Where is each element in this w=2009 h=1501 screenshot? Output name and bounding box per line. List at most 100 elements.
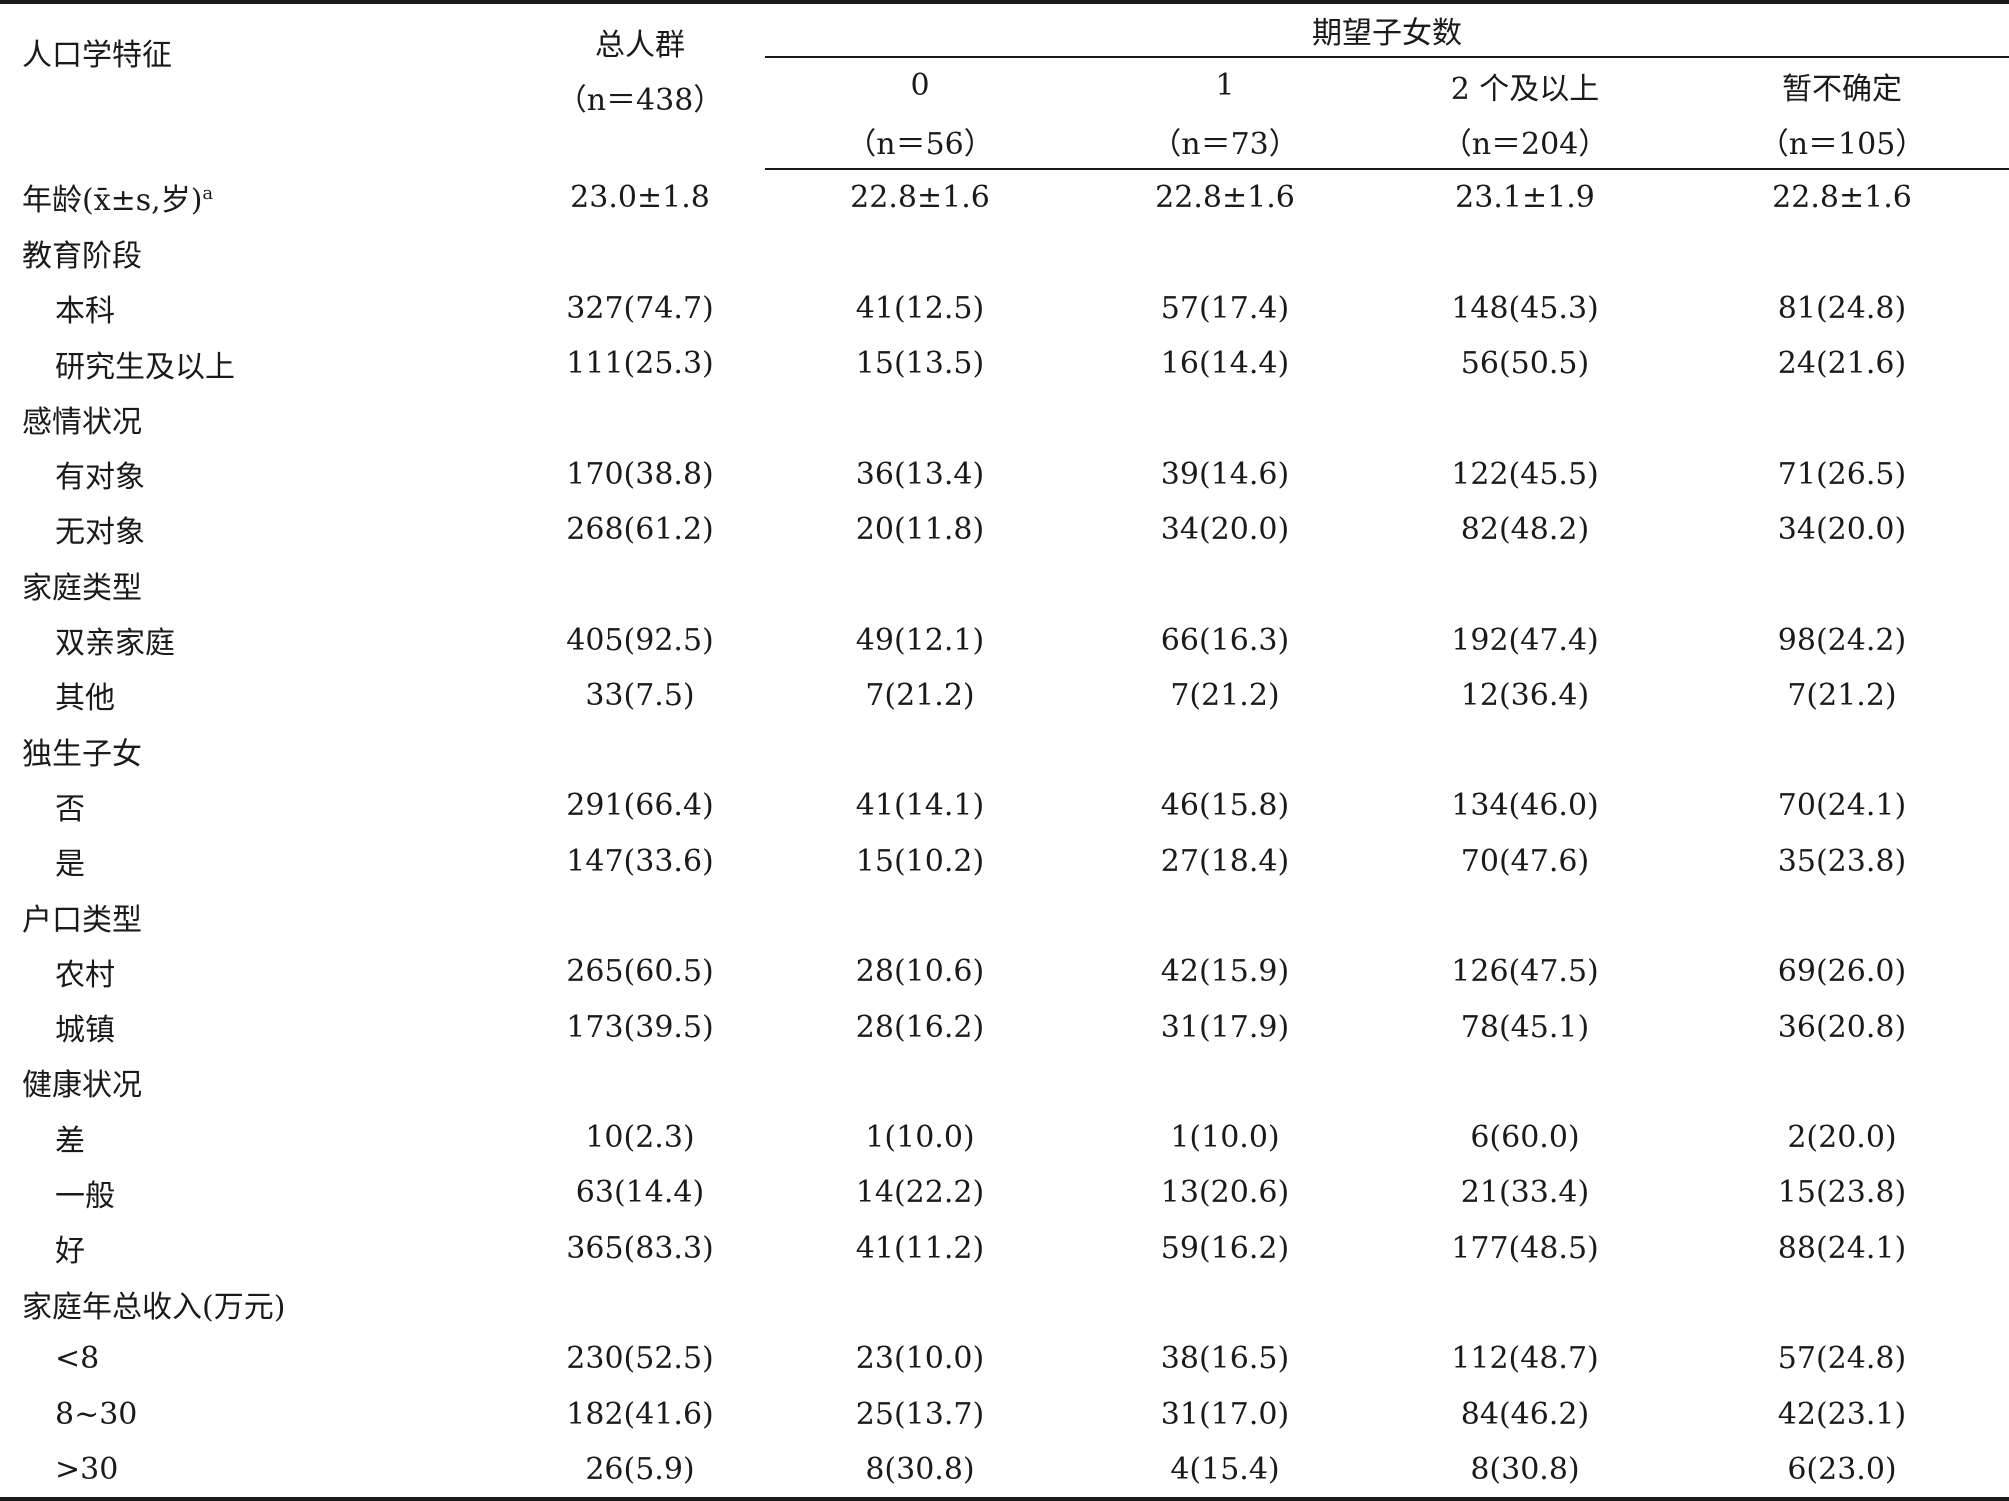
row-label: 家庭年总收入(万元) <box>0 1276 515 1331</box>
row-label-text: 感情状况 <box>22 404 142 440</box>
header-total: 总人群 （n＝438） <box>515 4 765 169</box>
header-group-1-label: 1 <box>1215 68 1235 103</box>
table-cell: 41(14.1) <box>855 788 985 824</box>
table-row-category: 感情状况 <box>0 391 2009 446</box>
row-label-text: 无对象 <box>55 515 145 551</box>
table-cell: 28(16.2) <box>855 1009 985 1045</box>
header-group-2-n: （n＝204） <box>1375 113 1675 170</box>
table-row: 差 10(2.3) 1(10.0) 1(10.0) 6(60.0) 2(20.0) <box>0 1110 2009 1165</box>
table-cell: 36(13.4) <box>855 456 985 492</box>
table-cell <box>1375 225 1675 280</box>
table-cell: 10(2.3) <box>585 1120 695 1156</box>
table-row: 农村 265(60.5) 28(10.6) 42(15.9) 126(47.5) 69(2… <box>0 944 2009 999</box>
table-cell: 21(33.4) <box>1460 1175 1590 1211</box>
table-cell <box>1675 1276 2009 1331</box>
table-row: 8~30 182(41.6) 25(13.7) 31(17.0) 84(46.2) 42(… <box>0 1387 2009 1442</box>
table-cell: 7(21.2) <box>865 677 975 713</box>
row-label: <8 <box>0 1331 515 1386</box>
table-cell: 36(20.8) <box>1777 1009 1907 1045</box>
table-cell <box>765 889 1075 944</box>
table-cell: 6(60.0) <box>1470 1120 1580 1156</box>
table-cell: 57(24.8) <box>1777 1341 1907 1377</box>
table-cell <box>515 723 765 778</box>
table-cell: 15(10.2) <box>855 843 985 879</box>
row-label: 健康状况 <box>0 1055 515 1110</box>
table-cell <box>515 557 765 612</box>
row-label-text: 8~30 <box>55 1396 138 1432</box>
row-label: 8~30 <box>0 1387 515 1442</box>
table-cell <box>1375 889 1675 944</box>
table-row: 研究生及以上 111(25.3) 15(13.5) 16(14.4) 56(50.5) 2… <box>0 336 2009 391</box>
row-label-text: 家庭年总收入(万元) <box>22 1289 286 1325</box>
row-label: 感情状况 <box>0 391 515 446</box>
table-cell: 84(46.2) <box>1460 1396 1590 1432</box>
table-cell <box>1375 1055 1675 1110</box>
row-label-text: 一般 <box>55 1178 115 1214</box>
table-cell: 71(26.5) <box>1777 456 1907 492</box>
row-label-text: 农村 <box>55 957 115 993</box>
table-cell: 173(39.5) <box>566 1009 714 1045</box>
table-cell <box>1075 723 1375 778</box>
table-cell: 1(10.0) <box>1170 1120 1280 1156</box>
table-cell <box>1075 1055 1375 1110</box>
table-cell: 291(66.4) <box>566 788 714 824</box>
table-cell: 2(20.0) <box>1787 1120 1897 1156</box>
row-label: 家庭类型 <box>0 557 515 612</box>
table-cell: 25(13.7) <box>855 1396 985 1432</box>
row-label-text: <8 <box>55 1341 100 1377</box>
row-label: 否 <box>0 778 515 833</box>
table-row-category: 独生子女 <box>0 723 2009 778</box>
table-cell <box>1375 1276 1675 1331</box>
table-cell: 126(47.5) <box>1451 954 1599 990</box>
row-label: >30 <box>0 1441 515 1501</box>
table-cell: 22.8±1.6 <box>1772 180 1912 216</box>
header-group-3-label: 暂不确定 <box>1782 71 1902 107</box>
table-row: 其他 33(7.5) 7(21.2) 7(21.2) 12(36.4) 7(21.2) <box>0 668 2009 723</box>
table-cell: 365(83.3) <box>566 1230 714 1266</box>
row-label: 差 <box>0 1110 515 1165</box>
table-cell: 33(7.5) <box>585 677 695 713</box>
table-cell: 31(17.0) <box>1160 1396 1290 1432</box>
table-row: >30 26(5.9) 8(30.8) 4(15.4) 8(30.8) 6(23.0) <box>0 1441 2009 1501</box>
header-group-0-label: 0 <box>910 68 930 103</box>
table-cell <box>765 1055 1075 1110</box>
table-cell: 122(45.5) <box>1451 456 1599 492</box>
table-row: 无对象 268(61.2) 20(11.8) 34(20.0) 82(48.2) 34(2… <box>0 502 2009 557</box>
header-group-1-n: （n＝73） <box>1075 113 1375 170</box>
row-label: 城镇 <box>0 999 515 1054</box>
table-cell: 41(11.2) <box>855 1230 985 1266</box>
table-cell <box>1675 723 2009 778</box>
table-row-category: 家庭年总收入(万元) <box>0 1276 2009 1331</box>
table-row: 一般 63(14.4) 14(22.2) 13(20.6) 21(33.4) 15(23.… <box>0 1165 2009 1220</box>
table-cell: 192(47.4) <box>1451 622 1599 658</box>
row-label-text: 家庭类型 <box>22 570 142 606</box>
table-cell <box>765 391 1075 446</box>
table-row: 否 291(66.4) 41(14.1) 46(15.8) 134(46.0) 70(24… <box>0 778 2009 833</box>
table-cell: 14(22.2) <box>855 1175 985 1211</box>
table-cell: 24(21.6) <box>1777 346 1907 382</box>
table-cell: 35(23.8) <box>1777 843 1907 879</box>
table-cell <box>1375 723 1675 778</box>
table-row-category: 户口类型 <box>0 889 2009 944</box>
row-label: 年龄(x̄±s,岁)a <box>0 169 515 225</box>
table-cell: 13(20.6) <box>1160 1175 1290 1211</box>
header-group-ns: （n＝56） （n＝73） （n＝204） （n＝105） <box>0 113 2009 170</box>
table-cell: 98(24.2) <box>1777 622 1907 658</box>
table-row-category: 健康状况 <box>0 1055 2009 1110</box>
header-group-2-label: 2 个及以上 <box>1450 71 1600 107</box>
table-row: <8 230(52.5) 23(10.0) 38(16.5) 112(48.7) 57(2… <box>0 1331 2009 1386</box>
row-label-text: 年龄(x̄±s,岁) <box>22 183 203 219</box>
table-cell: 22.8±1.6 <box>850 180 990 216</box>
row-label: 无对象 <box>0 502 515 557</box>
table-cell <box>1075 557 1375 612</box>
row-label: 是 <box>0 834 515 889</box>
row-label-text: 有对象 <box>55 460 145 496</box>
row-label-text: >30 <box>55 1451 119 1487</box>
table-cell: 59(16.2) <box>1160 1230 1290 1266</box>
table-cell <box>515 225 765 280</box>
row-label-text: 研究生及以上 <box>55 349 235 385</box>
row-label-text: 否 <box>55 791 85 827</box>
table-cell <box>1075 889 1375 944</box>
row-label-text: 独生子女 <box>22 736 142 772</box>
